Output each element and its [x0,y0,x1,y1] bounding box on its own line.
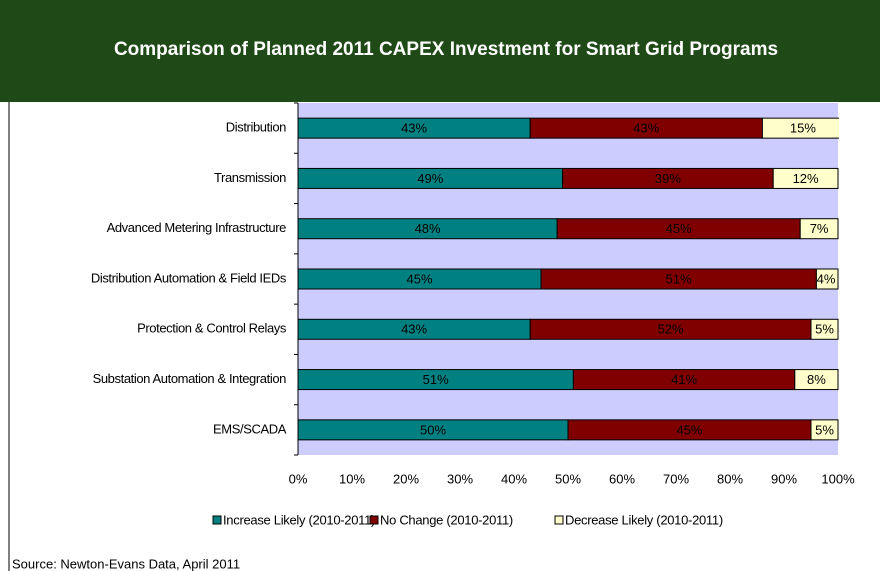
x-tick-label: 20% [393,471,419,486]
header-band [0,0,880,102]
bar-segment [772,167,839,189]
bar-segment [794,369,839,391]
value-label: 52% [658,322,684,337]
y-tick-label: EMS/SCADA [213,421,287,436]
value-label: 5% [815,322,834,337]
value-label: 45% [406,271,432,286]
value-label: 50% [420,422,446,437]
y-tick-label: Protection & Control Relays [137,321,287,336]
chart-title: Comparison of Planned 2011 CAPEX Investm… [114,39,778,60]
y-tick-label: Distribution [226,120,286,135]
x-tick-label: 10% [339,471,365,486]
x-tick-label: 70% [663,471,689,486]
bar-segment [815,268,839,290]
value-label: 41% [671,372,697,387]
x-tick-label: 0% [289,471,308,486]
value-label: 49% [417,171,443,186]
legend-label: Increase Likely (2010-2011) [223,512,375,527]
bar-segment [761,117,839,139]
bar-segment [810,318,839,340]
value-label: 45% [666,221,692,236]
value-label: 4% [817,271,836,286]
y-tick-label: Substation Automation & Integration [93,371,287,386]
value-label: 39% [655,171,681,186]
x-tick-label: 50% [555,471,581,486]
value-label: 43% [633,121,659,136]
value-label: 51% [423,372,449,387]
y-tick-label: Advanced Metering Infrastructure [107,220,287,235]
source: Source: Newton-Evans Data, April 2011 [12,556,240,571]
value-label: 8% [807,372,826,387]
y-tick-label: Distribution Automation & Field IEDs [91,270,287,285]
value-label: 15% [790,121,816,136]
bars [298,117,839,441]
x-tick-label: 80% [717,471,743,486]
x-tick-label: 60% [609,471,635,486]
x-tick-label: 100% [821,471,855,486]
x-tick-label: 40% [501,471,527,486]
x-tick-label: 90% [771,471,797,486]
legend-label: Decrease Likely (2010-2011) [565,512,723,527]
legend-swatch [369,515,379,525]
value-label: 51% [666,271,692,286]
legend-swatch [212,515,222,525]
legend-swatch [554,515,564,525]
legend-label: No Change (2010-2011) [380,512,513,527]
bar-segment [799,218,839,240]
value-label: 45% [676,422,702,437]
y-tick-label: Transmission [214,170,286,185]
value-label: 7% [810,221,829,236]
value-label: 43% [401,322,427,337]
value-label: 43% [401,121,427,136]
value-label: 48% [415,221,441,236]
value-label: 12% [793,171,819,186]
x-tick-label: 30% [447,471,473,486]
bar-segment [810,419,839,441]
value-label: 5% [815,422,834,437]
